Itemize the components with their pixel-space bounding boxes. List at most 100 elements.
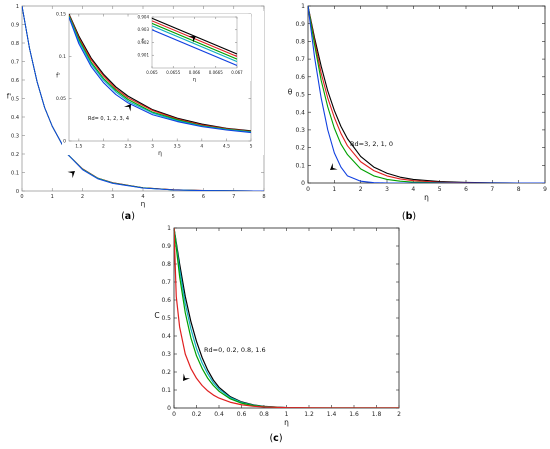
panel-c-series-0-line xyxy=(174,228,399,408)
panel-a-subinset-xtick-label: 0.0665 xyxy=(209,70,223,75)
panel-a-main-xtick-label: 6 xyxy=(202,194,205,200)
panel-a-inset-xtick-label: 2 xyxy=(102,144,105,150)
panel-c-ytick-label: 0.3 xyxy=(161,351,171,358)
panel-a-main-series-4-line xyxy=(22,6,264,191)
panel-c-xtick-label: 1.6 xyxy=(349,411,359,418)
panel-b-xtick-label: 3 xyxy=(385,186,389,193)
panel-b-xtick-label: 5 xyxy=(438,186,442,193)
panel-a-main-ytick-label: 0.9 xyxy=(11,22,19,28)
panel-c-xtick-label: 1 xyxy=(285,411,289,418)
panel-b-ytick-label: 0.6 xyxy=(295,74,305,81)
panel-a-main-ytick-label: 0.6 xyxy=(11,78,19,84)
panel-a-inset-xtick-label: 5 xyxy=(250,144,253,150)
panel-b-ytick-label: 0 xyxy=(301,180,305,187)
panel-a-inset-xtick-label: 4.5 xyxy=(223,144,230,150)
panel-b-series-2-line xyxy=(308,6,545,183)
panel-a-inset-plot-area xyxy=(69,14,251,134)
panel-a-main-ytick-label: 0.4 xyxy=(11,115,19,121)
panel-a-main-xtick-label: 4 xyxy=(141,194,144,200)
panel-c-xtick-label: 2 xyxy=(397,411,401,418)
panel-a-inset-series-4-line xyxy=(69,17,251,134)
panel-b-plot-area xyxy=(308,6,545,183)
panel-a-main-xtick-label: 8 xyxy=(262,194,265,200)
panel-c-xtick-label: 0.4 xyxy=(214,411,224,418)
panel-c-ytick-label: 0.8 xyxy=(161,261,171,268)
panel-a-subinset-arrow xyxy=(188,36,196,43)
panel-a-main-ytick-label: 0.2 xyxy=(11,152,19,158)
panel-a-inset-series-1-line xyxy=(69,14,251,132)
panel-c-annotation: Rd=0, 0.2, 0.8, 1.6 xyxy=(204,346,266,354)
panel-c-xlabel: η xyxy=(284,418,289,427)
panel-a-main-xtick-label: 7 xyxy=(232,194,235,200)
panel-b-xtick-label: 8 xyxy=(517,186,521,193)
panel-c-ytick-label: 0.7 xyxy=(161,279,171,286)
panel-c-ytick-label: 0.6 xyxy=(161,297,171,304)
panel-a-inset-xtick-label: 3 xyxy=(151,144,154,150)
panel-a-subinset-ytick-label: 0.902 xyxy=(138,40,150,45)
panel-b-xtick-label: 4 xyxy=(411,186,415,193)
panel-c-plot-area xyxy=(174,228,399,408)
panel-c-xtick-label: 0.8 xyxy=(259,411,269,418)
panel-b-xtick-label: 7 xyxy=(490,186,494,193)
panel-a-inset-xtick-label: 3.5 xyxy=(174,144,181,150)
panel-a-inset-arrow xyxy=(124,104,131,112)
panel-c-ytick-label: 0.9 xyxy=(161,243,171,250)
panel-b-xtick-label: 0 xyxy=(306,186,310,193)
panel-c-xtick-label: 0 xyxy=(172,411,176,418)
panel-a-subinset-ytick-label: 0.904 xyxy=(138,14,150,19)
panel-c-ytick-label: 0.2 xyxy=(161,369,171,376)
panel-a-caption: (a) xyxy=(121,211,135,222)
panel-a-inset-xtick-label: 1.5 xyxy=(75,144,82,150)
panel-a-main-ytick-label: 0.3 xyxy=(11,133,19,139)
panel-b-xtick-label: 2 xyxy=(359,186,363,193)
panel-a-main-ylabel: f' xyxy=(7,93,11,101)
panel-b-ytick-label: 0.7 xyxy=(295,56,305,63)
panel-c-xtick-label: 0.6 xyxy=(237,411,247,418)
panel-b-xlabel: η xyxy=(424,193,429,202)
panel-b-ylabel: θ xyxy=(288,88,293,97)
panel-b-ytick-label: 0.9 xyxy=(295,21,305,28)
panel-c-series-2-line xyxy=(174,228,399,408)
panel-a-main-xtick-label: 3 xyxy=(111,194,114,200)
panel-c-chart: 0 0.2 0.4 0.6 0.8 1 1.2 1.4 1.6 1.8 2 0 0.1 0.2 0.3 0.4… xyxy=(154,225,401,427)
panel-b-caption: (b) xyxy=(402,211,416,222)
panel-a-subinset-series-4-line xyxy=(152,29,237,66)
panel-a-subinset-ytick-label: 0.901 xyxy=(138,53,150,58)
panel-a-main-ytick-label: 0.8 xyxy=(11,41,19,47)
panel-a-main-xtick-label: 1 xyxy=(51,194,54,200)
panel-b-annotation: Rd=3, 2, 1, 0 xyxy=(350,140,393,148)
panel-b-ytick-label: 0.3 xyxy=(295,127,305,134)
panel-a-inset-ytick-label: 0.15 xyxy=(56,12,66,18)
panel-a-inset-ytick-label: 0 xyxy=(63,139,66,145)
panel-a-subinset-xtick-label: 0.0655 xyxy=(166,70,180,75)
panel-b-xtick-label: 1 xyxy=(332,186,336,193)
panel-a-main-ytick-label: 0.7 xyxy=(11,59,19,65)
panel-b-ytick-label: 0.2 xyxy=(295,145,305,152)
panel-c-ytick-label: 0.5 xyxy=(161,315,171,322)
panel-a-main-ytick-label: 0.1 xyxy=(11,170,19,176)
panel-a-caption-letter: a xyxy=(125,211,131,222)
panel-c-ytick-label: 0.4 xyxy=(161,333,171,340)
panel-a-subinset-ytick-label: 0.903 xyxy=(138,27,150,32)
panel-a-subinset-ylabel: f' xyxy=(141,39,144,45)
panel-c-xtick-label: 0.2 xyxy=(192,411,202,418)
panel-b-arrow xyxy=(330,162,338,170)
panel-b-ytick-label: 0.5 xyxy=(295,92,305,99)
panel-a-subinset-xlabel: η xyxy=(193,77,196,83)
panel-b-series-3-line xyxy=(308,6,545,183)
panel-c-caption: (c) xyxy=(269,433,282,444)
panel-a-inset-annotation: Rd= 0, 1, 2, 3, 4 xyxy=(88,116,129,122)
panel-c-series-3-line xyxy=(174,228,399,408)
panel-a-main-ytick-label: 1 xyxy=(16,4,19,10)
panel-a-main-arrow xyxy=(67,171,75,179)
panel-a-chart: 0 1 2 3 4 5 6 7 8 0 0.1 0.2 0.3 0.4 0.5 0.6 0.7 0.8 0.9 1 η f… xyxy=(7,4,266,208)
panel-a-inset-ytick-label: 0.05 xyxy=(56,96,66,102)
panel-a-subinset-xtick-label: 0.067 xyxy=(231,70,243,75)
panel-a-inset-series-0-line xyxy=(69,14,251,132)
panel-b-ytick-label: 0.1 xyxy=(295,162,305,169)
panel-a-subinset-xtick-label: 0.066 xyxy=(189,70,201,75)
panel-a-inset-ylabel: f' xyxy=(56,73,60,80)
panel-a-main-xlabel: η xyxy=(141,200,145,208)
panel-c-ytick-label: 0 xyxy=(167,405,171,412)
